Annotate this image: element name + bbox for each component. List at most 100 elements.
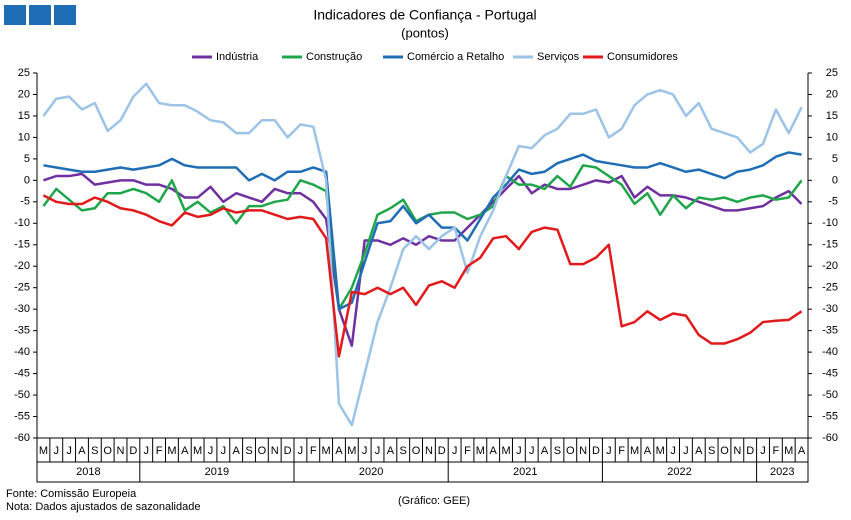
year-label: 2022 [667,466,691,478]
y-tick-label: -10 [14,217,30,229]
x-tick-label: M [39,445,48,457]
series-line [42,164,803,311]
year-label: 2019 [205,466,229,478]
x-tick-label: J [760,445,766,457]
series-line [42,82,803,427]
x-tick-label: F [618,445,625,457]
chart-title: Indicadores de Confiança - Portugal [313,7,536,23]
x-tick-label: A [490,445,498,457]
x-tick-label: J [670,445,676,457]
x-tick-label: A [644,445,652,457]
series-line [43,151,802,311]
x-tick-label: J [683,445,689,457]
y-tick-label: -50 [14,389,30,401]
series-line [42,194,803,358]
x-tick-label: M [347,445,356,457]
x-tick-label: D [284,445,292,457]
y-tick-label: 15 [18,110,30,122]
y2-tick-label: 10 [826,131,838,143]
x-tick-label: A [181,445,189,457]
series-line [43,172,803,347]
y-tick-label: -60 [14,432,30,444]
x-tick-label: J [529,445,535,457]
logo-square [54,5,76,25]
credit: (Gráfico: GEE) [398,495,470,507]
x-tick-label: D [129,445,137,457]
x-tick-label: J [375,445,381,457]
x-tick-label: N [271,445,279,457]
x-tick-label: N [733,445,741,457]
y-tick-label: -20 [14,260,30,272]
legend-label: Serviços [537,51,580,63]
y-tick-label: -35 [14,325,30,337]
legend-label: Comércio a Retalho [407,51,504,63]
y2-tick-label: 15 [826,110,838,122]
y-tick-label: -40 [14,346,30,358]
y2-tick-label: -25 [822,282,838,294]
x-tick-label: M [322,445,331,457]
y-tick-label: -25 [14,282,30,294]
x-tick-label: N [579,445,587,457]
source: Fonte: Comissão Europeia [6,488,137,500]
x-tick-label: M [476,445,485,457]
y-tick-label: 25 [18,67,30,79]
y-tick-label: -15 [14,239,30,251]
x-tick-label: S [91,445,98,457]
x-tick-label: J [298,445,304,457]
x-tick-label: F [310,445,317,457]
note: Nota: Dados ajustados de sazonalidade [6,501,200,513]
legend-label: Indústria [216,51,259,63]
y2-tick-label: -35 [822,325,838,337]
y2-tick-label: 20 [826,88,838,100]
x-tick-label: F [464,445,471,457]
legend-label: Construção [306,51,362,63]
x-tick-label: S [400,445,407,457]
y2-tick-label: -60 [822,432,838,444]
x-tick-label: J [143,445,149,457]
y2-tick-label: -45 [822,367,838,379]
x-tick-label: O [720,445,729,457]
x-tick-label: D [746,445,754,457]
y2-tick-label: -30 [822,303,838,315]
x-tick-label: N [117,445,125,457]
x-tick-label: O [258,445,267,457]
y2-tick-label: -5 [828,196,838,208]
x-tick-label: A [233,445,241,457]
x-tick-label: J [606,445,612,457]
x-tick-label: S [554,445,561,457]
x-tick-label: J [221,445,227,457]
x-tick-label: M [193,445,202,457]
y-tick-label: -30 [14,303,30,315]
x-tick-label: J [452,445,458,457]
year-label: 2023 [770,466,794,478]
y-tick-label: -5 [20,196,30,208]
x-tick-label: O [103,445,112,457]
year-label: 2018 [76,466,100,478]
y2-tick-label: -15 [822,239,838,251]
y2-tick-label: -40 [822,346,838,358]
x-tick-label: J [362,445,368,457]
logo-square [29,5,51,25]
legend-label: Consumidores [607,51,678,63]
x-tick-label: D [592,445,600,457]
logo-square [4,5,26,25]
y-tick-label: 10 [18,131,30,143]
x-tick-label: M [630,445,639,457]
y-tick-label: -55 [14,410,30,422]
x-tick-label: J [208,445,214,457]
x-tick-label: S [245,445,252,457]
y2-tick-label: -20 [822,260,838,272]
x-tick-label: M [656,445,665,457]
y-tick-label: 0 [24,174,30,186]
x-tick-label: J [516,445,522,457]
x-tick-label: N [425,445,433,457]
y-tick-label: -45 [14,367,30,379]
x-tick-label: A [78,445,86,457]
y2-tick-label: 5 [832,153,838,165]
x-tick-label: A [335,445,343,457]
year-label: 2020 [359,466,383,478]
x-tick-label: M [784,445,793,457]
x-tick-label: A [541,445,549,457]
y2-tick-label: -50 [822,389,838,401]
